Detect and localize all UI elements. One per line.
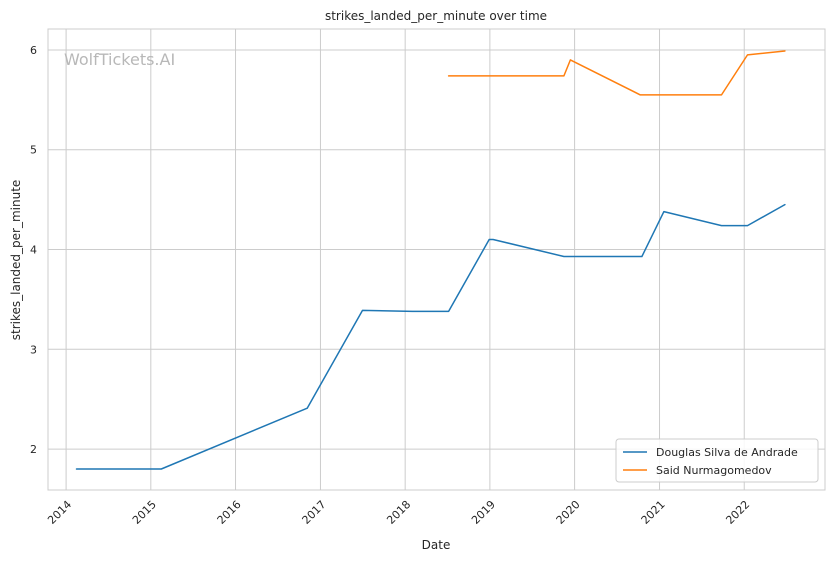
x-tick-label: 2016: [215, 498, 244, 527]
legend: Douglas Silva de Andrade Said Nurmagomedo…: [615, 438, 819, 483]
x-tick-label: 2018: [384, 498, 413, 527]
legend-label: Said Nurmagomedov: [656, 464, 772, 477]
legend-label: Douglas Silva de Andrade: [656, 446, 798, 459]
series-layer: [75, 50, 786, 470]
x-axis-label: Date: [422, 538, 451, 552]
y-tick-label: 3: [30, 343, 37, 356]
y-tick-label: 4: [30, 244, 37, 257]
x-tick-label: 2015: [130, 498, 159, 527]
legend-box: [615, 438, 819, 483]
x-tick-label: 2020: [554, 498, 583, 527]
y-axis-label: strikes_landed_per_minute: [9, 180, 23, 341]
plot-area: [47, 28, 826, 491]
y-tick-label: 5: [30, 144, 37, 157]
series-line: [447, 50, 786, 96]
x-tick-label: 2014: [45, 498, 74, 527]
chart-title: strikes_landed_per_minute over time: [325, 9, 547, 23]
x-tick-label: 2017: [300, 498, 329, 527]
watermark: WolfTickets.AI: [64, 50, 175, 69]
x-tick-label: 2019: [469, 498, 498, 527]
x-tick-label: 2022: [723, 498, 752, 527]
series-line: [75, 203, 786, 470]
y-tick-label: 2: [30, 443, 37, 456]
x-tick-label: 2021: [639, 498, 668, 527]
y-tick-labels: 2 3 4 5 6: [30, 44, 37, 456]
y-tick-label: 6: [30, 44, 37, 57]
x-tick-labels: 2014 2015 2016 2017 2018 2019 2020 2021 2022: [45, 498, 752, 527]
